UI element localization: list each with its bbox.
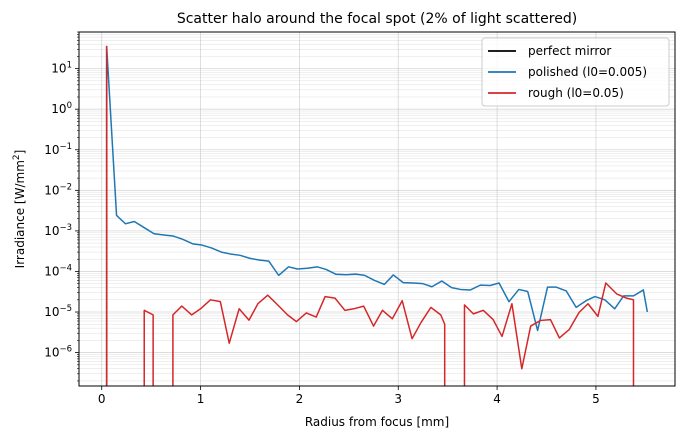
plot-series xyxy=(105,45,649,386)
legend-label-0: perfect mirror xyxy=(528,44,611,58)
legend-label-1: polished (l0=0.005) xyxy=(528,65,647,79)
x-tick-label: 3 xyxy=(394,392,402,406)
x-tick-label: 4 xyxy=(493,392,501,406)
x-tick-label: 2 xyxy=(296,392,304,406)
x-tick-label: 0 xyxy=(98,392,106,406)
y-axis-label-end: ] xyxy=(13,150,27,155)
y-tick-label: 10−1 xyxy=(44,142,72,157)
x-tick-label: 1 xyxy=(197,392,205,406)
legend-label-2: rough (l0=0.05) xyxy=(528,86,624,100)
x-axis-label: Radius from focus [mm] xyxy=(305,415,449,429)
y-axis-label-sup: 2 xyxy=(12,154,22,160)
y-tick-label: 10−5 xyxy=(44,304,72,319)
chart-title: Scatter halo around the focal spot (2% o… xyxy=(177,11,577,27)
legend-box xyxy=(481,37,670,107)
series-line-2 xyxy=(105,45,635,386)
legend: perfect mirror polished (l0=0.005) rough (… xyxy=(481,37,670,107)
x-tick-label: 5 xyxy=(592,392,600,406)
y-axis-label-base: Irradiance [W/mm xyxy=(13,160,27,268)
grid xyxy=(79,31,675,386)
y-tick-label: 101 xyxy=(51,61,72,76)
plot-frame xyxy=(78,31,676,387)
y-axis-label: Irradiance [W/mm2] xyxy=(12,150,27,269)
y-tick-label: 10−2 xyxy=(44,182,72,197)
y-tick-label: 10−3 xyxy=(44,223,72,238)
y-tick-label: 10−4 xyxy=(44,263,72,278)
y-tick-label: 100 xyxy=(51,101,72,116)
series-line-1 xyxy=(105,46,649,332)
axis-ticks: 0 1 2 3 4 5 10−6 10−5 10−4 10−3 10−2 10−1 100 101 xyxy=(44,31,600,406)
y-tick-label: 10−6 xyxy=(44,345,72,360)
